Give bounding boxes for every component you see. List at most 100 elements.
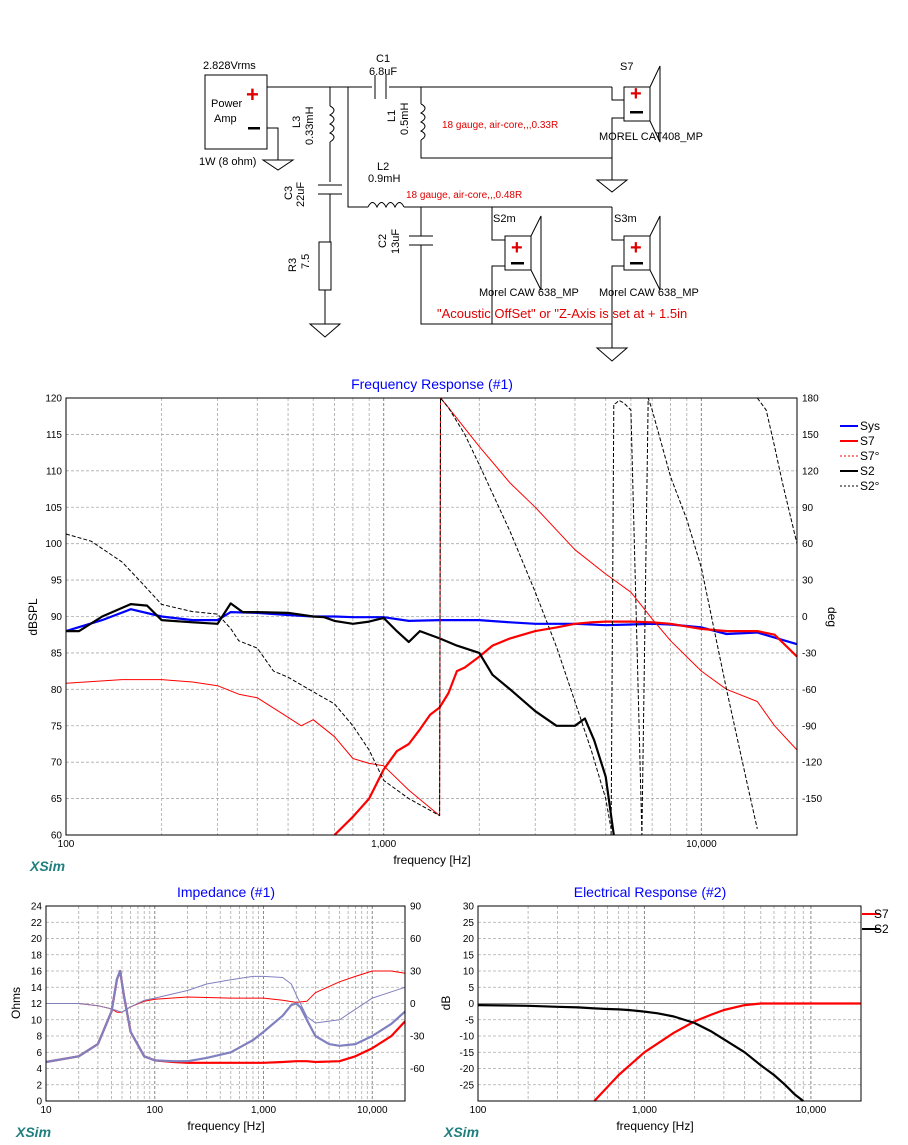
imp-xtick-label: 100 [146,1105,163,1116]
l1-note: 18 gauge, air-core,,,0.33R [442,120,558,131]
imp-ytick-label: 10 [31,1015,43,1026]
s7-model: MOREL CAT408_MP [599,131,703,143]
fr-y2tick-label: -120 [802,758,822,769]
l2-value: 0.9mH [368,173,400,185]
fr-legend-label: S2° [860,479,880,493]
fr-series-s2- [65,397,612,829]
fr-ytick-label: 115 [46,430,62,441]
imp-ytick-label: 8 [36,1032,42,1043]
fr-ytick-label: 120 [45,394,62,405]
imp-ytick-label: 0 [36,1097,42,1108]
xsim-label-el: XSim [443,1124,479,1140]
imp-y2tick-label: -30 [410,1032,425,1043]
imp-series-sys-z [45,969,406,1064]
c1-value: 6.8uF [369,66,397,78]
c1-name: C1 [376,53,390,65]
imp-xtick-label: 10,000 [357,1105,388,1116]
imp-y2tick-label: 0 [410,999,416,1010]
r3-name: R3 [287,258,299,272]
xsim-label-fr: XSim [29,858,65,874]
ground-icon [595,179,629,193]
amp-label-2: Amp [214,113,237,125]
el-ytick-label: 30 [463,902,475,913]
fr-series-s7 [333,620,798,836]
l2-note: 18 gauge, air-core,,,0.48R [406,190,522,201]
fr-series-s2- [756,397,798,544]
fr-legend-label: Sys [860,419,880,433]
fr-ytick-label: 85 [51,648,63,659]
el-ytick-label: -10 [460,1032,475,1043]
s2m-name: S2m [493,213,516,225]
el-xlabel: frequency [Hz] [616,1119,693,1133]
fr-ylabel: dBSPL [26,598,40,636]
svg-text:+: + [630,237,642,259]
imp-y2tick-label: 30 [410,967,422,978]
l1-name: L1 [386,110,398,122]
el-ytick-label: 15 [463,950,475,961]
fr-title: Frequency Response (#1) [351,376,513,392]
el-xtick-label: 1,000 [632,1105,657,1116]
ground-icon [308,323,342,338]
fr-legend-label: S7° [860,449,880,463]
imp-ytick-label: 6 [36,1048,42,1059]
fr-series-s2 [66,602,615,836]
c3-value: 22uF [295,182,307,207]
s7-name: S7 [620,61,633,73]
r3-value: 7.5 [300,254,312,269]
imp-y2tick-label: -60 [410,1064,425,1075]
imp-ytick-label: 14 [31,983,43,994]
fr-y2tick-label: 60 [802,539,814,550]
fr-y2label: deg [825,607,839,627]
ground-icon [261,159,295,171]
c3-name: C3 [283,186,295,200]
el-ytick-label: -5 [465,1015,474,1026]
impedance-chart: Impedance (#1) 10 100 1,000 10,000024681012… [9,884,425,1140]
amp-plus-icon: + [246,82,259,107]
fr-y2tick-label: 120 [802,466,819,477]
amp-minus-icon [248,127,260,130]
el-legend-label: S7 [874,907,889,921]
fr-ytick-label: 60 [51,831,63,842]
fr-y2tick-label: 0 [802,612,808,623]
el-plot-frame [477,905,862,1102]
el-xtick-label: 100 [470,1105,487,1116]
xsim-label-imp: XSim [15,1124,51,1140]
fr-y2tick-label: 180 [802,394,819,405]
imp-xlabel: frequency [Hz] [187,1119,264,1133]
s3m-model: Morel CAW 638_MP [599,287,699,299]
electrical-response-chart: Electrical Response (#2) 100 1,000 10,000-… [439,884,889,1140]
speaker-s7-icon: + [623,65,661,143]
fr-ytick-label: 105 [45,503,62,514]
fr-ytick-label: 100 [45,539,62,550]
s2m-model: Morel CAW 638_MP [479,287,579,299]
fr-ytick-label: 80 [51,685,63,696]
svg-text:+: + [511,237,523,259]
el-ytick-label: 0 [468,999,474,1010]
speaker-s3m-icon: + [623,215,661,291]
r3-resistor [318,241,332,291]
offset-note: "Acoustic OffSet" or "Z-Axis is set at +… [437,306,687,321]
fr-ytick-label: 75 [51,721,63,732]
imp-ytick-label: 20 [31,934,43,945]
fr-series-s7- [65,397,798,817]
fr-xtick-label: 100 [58,839,75,850]
fr-xtick-label: 1,000 [371,839,396,850]
l3-value: 0.33mH [304,106,316,145]
el-ytick-label: -25 [460,1080,475,1091]
imp-xtick-label: 10 [40,1105,52,1116]
charts: Frequency Response (#1) 100 1,000 10,00060… [9,376,889,1140]
imp-ytick-label: 2 [36,1080,42,1091]
fr-ytick-label: 90 [51,612,63,623]
schematic: + + + + 2.828Vrms Power Amp 1W (8 ohm) C… [199,53,703,362]
el-xtick-label: 10,000 [796,1105,827,1116]
fr-ytick-label: 95 [51,576,63,587]
el-ytick-label: 20 [463,934,475,945]
imp-plot-frame [45,905,406,1102]
speaker-s2m-icon: + [504,215,542,291]
el-series-s2 [477,1004,804,1102]
imp-title: Impedance (#1) [177,884,275,900]
frequency-response-chart: Frequency Response (#1) 100 1,000 10,000 60… [26,376,880,874]
imp-ytick-label: 18 [31,950,43,961]
amp-label-1: Power [211,98,243,110]
imp-y2tick-label: 60 [410,934,422,945]
